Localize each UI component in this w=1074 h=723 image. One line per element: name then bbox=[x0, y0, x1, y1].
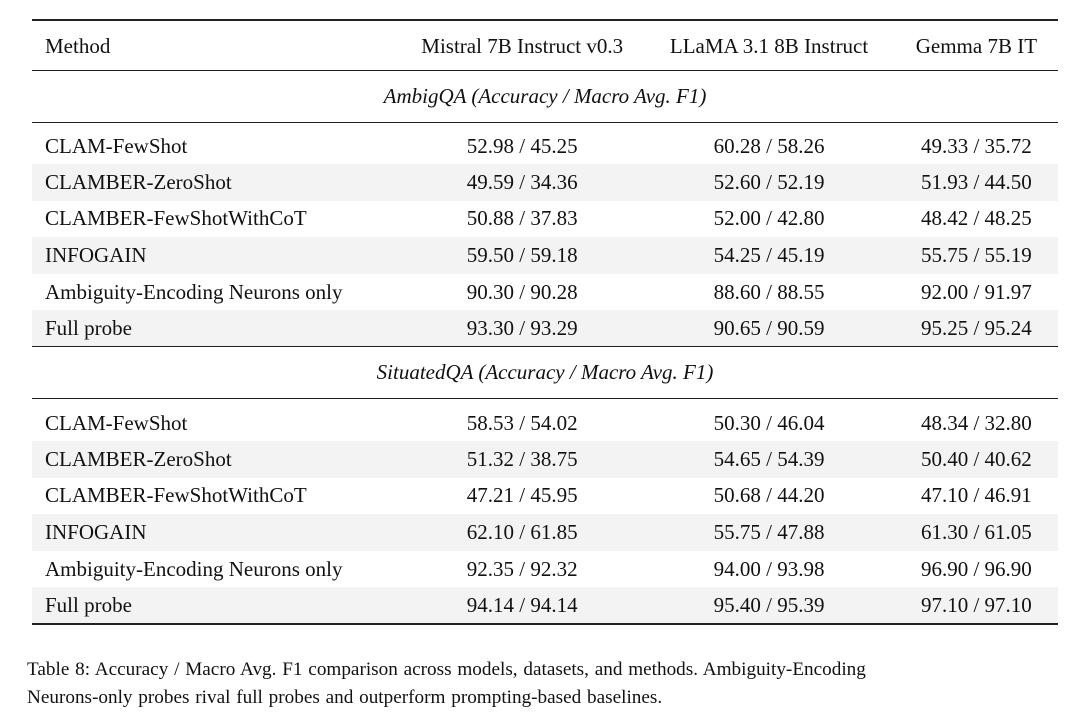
method-cell: Ambiguity-Encoding Neurons only bbox=[45, 279, 343, 304]
gemma-score-cell: 92.00 / 91.97 bbox=[920, 279, 1032, 304]
results-table: Method Mistral 7B Instruct v0.3 LLaMA 3.… bbox=[32, 19, 1058, 625]
gemma-score-cell: 61.30 / 61.05 bbox=[920, 519, 1032, 544]
table-row: CLAMBER-ZeroShot 51.32 / 38.75 54.65 / 54.… bbox=[32, 440, 1058, 478]
table-header-row: Method Mistral 7B Instruct v0.3 LLaMA 3.… bbox=[32, 20, 1058, 70]
table-row: CLAM-FewShot 52.98 / 45.25 60.28 / 58.26 49… bbox=[32, 122, 1058, 164]
table-row: Ambiguity-Encoding Neurons only 92.35 / 9… bbox=[32, 551, 1058, 588]
gemma-score-cell: 95.25 / 95.24 bbox=[920, 315, 1032, 340]
method-cell: CLAMBER-FewShotWithCoT bbox=[45, 483, 307, 508]
mistral-score-cell: 47.21 / 45.95 bbox=[466, 483, 578, 508]
method-cell: CLAM-FewShot bbox=[45, 410, 188, 435]
gemma-score-cell: 96.90 / 96.90 bbox=[920, 556, 1032, 581]
method-cell: CLAMBER-ZeroShot bbox=[45, 169, 232, 194]
llama-score-cell: 94.00 / 93.98 bbox=[713, 556, 825, 581]
table-row: CLAM-FewShot 58.53 / 54.02 50.30 / 46.04 48… bbox=[32, 399, 1058, 441]
method-cell: INFOGAIN bbox=[45, 519, 147, 544]
column-header-method: Method bbox=[45, 34, 111, 59]
section-header-row: AmbigQA (Accuracy / Macro Avg. F1) bbox=[32, 70, 1058, 122]
mistral-score-cell: 94.14 / 94.14 bbox=[466, 592, 578, 617]
table-row: Ambiguity-Encoding Neurons only 90.30 / 9… bbox=[32, 274, 1058, 311]
caption-line-1: Table 8: Accuracy / Macro Avg. F1 compar… bbox=[27, 659, 866, 680]
mistral-score-cell: 93.30 / 93.29 bbox=[466, 315, 578, 340]
column-header-mistral: Mistral 7B Instruct v0.3 bbox=[421, 34, 624, 59]
table-row: INFOGAIN 59.50 / 59.18 54.25 / 45.19 55.75 … bbox=[32, 237, 1058, 274]
llama-score-cell: 52.00 / 42.80 bbox=[713, 206, 825, 231]
llama-score-cell: 54.25 / 45.19 bbox=[713, 242, 825, 267]
llama-score-cell: 50.30 / 46.04 bbox=[713, 410, 825, 435]
mistral-score-cell: 58.53 / 54.02 bbox=[466, 410, 578, 435]
column-header-gemma: Gemma 7B IT bbox=[915, 34, 1038, 59]
table-row: INFOGAIN 62.10 / 61.85 55.75 / 47.88 61.30 … bbox=[32, 514, 1058, 551]
table-body: AmbigQA (Accuracy / Macro Avg. F1) CLAM-F… bbox=[32, 70, 1058, 624]
method-cell: Ambiguity-Encoding Neurons only bbox=[45, 556, 343, 581]
mistral-score-cell: 92.35 / 92.32 bbox=[466, 556, 578, 581]
mistral-score-cell: 90.30 / 90.28 bbox=[466, 279, 578, 304]
mistral-score-cell: 50.88 / 37.83 bbox=[466, 206, 578, 231]
mistral-score-cell: 49.59 / 34.36 bbox=[466, 169, 578, 194]
caption-line-2: Neurons-only probes rival full probes an… bbox=[27, 687, 663, 708]
llama-score-cell: 52.60 / 52.19 bbox=[713, 169, 825, 194]
gemma-score-cell: 48.34 / 32.80 bbox=[920, 410, 1032, 435]
section-title: SituatedQA (Accuracy / Macro Avg. F1) bbox=[376, 360, 714, 385]
method-cell: Full probe bbox=[45, 315, 132, 340]
results-table-container: Method Mistral 7B Instruct v0.3 LLaMA 3.… bbox=[32, 19, 1058, 625]
llama-score-cell: 50.68 / 44.20 bbox=[713, 483, 825, 508]
mistral-score-cell: 51.32 / 38.75 bbox=[466, 446, 578, 471]
column-header-llama: LLaMA 3.1 8B Instruct bbox=[669, 34, 869, 59]
gemma-score-cell: 51.93 / 44.50 bbox=[920, 169, 1032, 194]
gemma-score-cell: 97.10 / 97.10 bbox=[920, 592, 1032, 617]
method-cell: CLAMBER-FewShotWithCoT bbox=[45, 206, 307, 231]
gemma-score-cell: 50.40 / 40.62 bbox=[920, 446, 1032, 471]
section-title: AmbigQA (Accuracy / Macro Avg. F1) bbox=[383, 83, 707, 108]
llama-score-cell: 54.65 / 54.39 bbox=[713, 446, 825, 471]
table-row: CLAMBER-FewShotWithCoT 50.88 / 37.83 52.00… bbox=[32, 201, 1058, 238]
gemma-score-cell: 47.10 / 46.91 bbox=[920, 483, 1032, 508]
method-cell: Full probe bbox=[45, 592, 132, 617]
llama-score-cell: 95.40 / 95.39 bbox=[713, 592, 825, 617]
gemma-score-cell: 55.75 / 55.19 bbox=[920, 242, 1032, 267]
table-row: Full probe 94.14 / 94.14 95.40 / 95.39 97.1… bbox=[32, 587, 1058, 624]
table-row: CLAMBER-FewShotWithCoT 47.21 / 45.95 50.68… bbox=[32, 478, 1058, 515]
llama-score-cell: 90.65 / 90.59 bbox=[713, 315, 825, 340]
gemma-score-cell: 48.42 / 48.25 bbox=[920, 206, 1032, 231]
table-row: Full probe 93.30 / 93.29 90.65 / 90.59 95.2… bbox=[32, 310, 1058, 347]
llama-score-cell: 55.75 / 47.88 bbox=[713, 519, 825, 544]
mistral-score-cell: 52.98 / 45.25 bbox=[466, 133, 578, 158]
mistral-score-cell: 62.10 / 61.85 bbox=[466, 519, 578, 544]
mistral-score-cell: 59.50 / 59.18 bbox=[466, 242, 578, 267]
method-cell: CLAM-FewShot bbox=[45, 133, 188, 158]
method-cell: CLAMBER-ZeroShot bbox=[45, 446, 232, 471]
gemma-score-cell: 49.33 / 35.72 bbox=[920, 133, 1032, 158]
llama-score-cell: 60.28 / 58.26 bbox=[713, 133, 825, 158]
table-row: CLAMBER-ZeroShot 49.59 / 34.36 52.60 / 52.… bbox=[32, 164, 1058, 201]
method-cell: INFOGAIN bbox=[45, 242, 147, 267]
llama-score-cell: 88.60 / 88.55 bbox=[713, 279, 825, 304]
table-caption: Table 8: Accuracy / Macro Avg. F1 compar… bbox=[27, 656, 1067, 712]
section-header-row: SituatedQA (Accuracy / Macro Avg. F1) bbox=[32, 346, 1058, 399]
